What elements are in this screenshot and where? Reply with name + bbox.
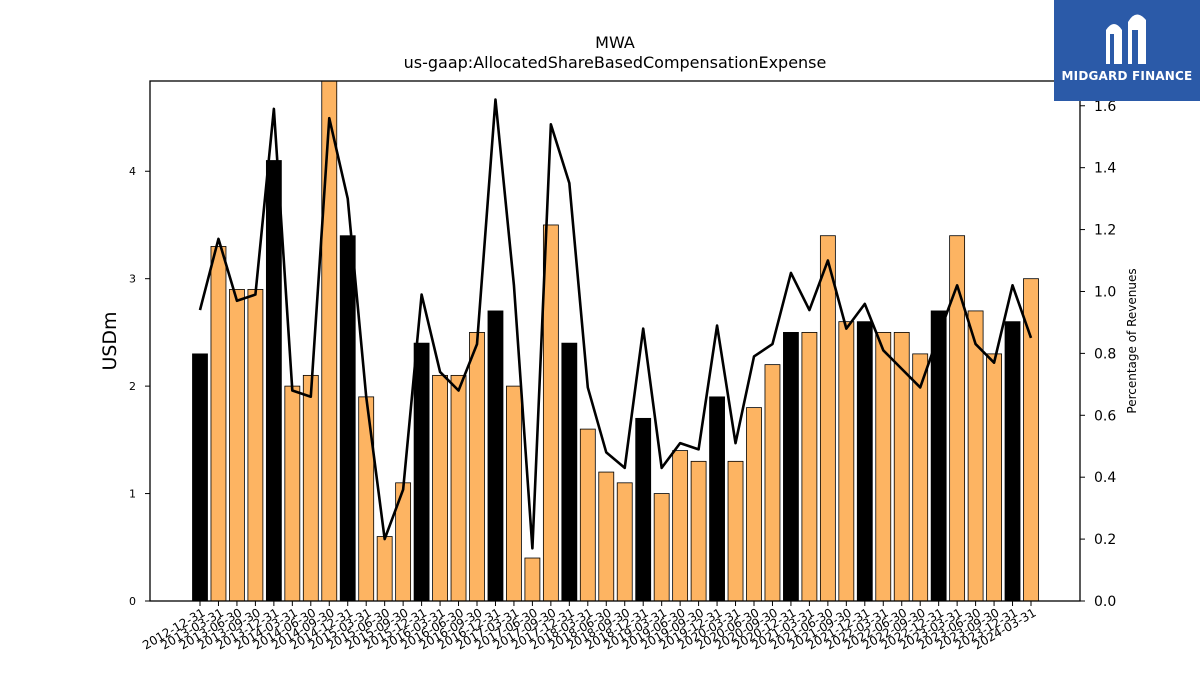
bar (856, 321, 873, 602)
bar (469, 331, 485, 602)
bar (875, 331, 892, 602)
bar (450, 374, 467, 602)
bar (376, 536, 393, 602)
bar (192, 353, 208, 602)
bar (561, 342, 578, 602)
bar (819, 235, 836, 602)
y-tick-label: 1 (129, 488, 136, 501)
y2-tick-label: 0.4 (1094, 470, 1116, 486)
bar (265, 160, 282, 602)
bar (838, 321, 855, 602)
bar (579, 428, 596, 602)
bar (967, 310, 984, 602)
bar (912, 353, 929, 602)
chart-title: MWA (595, 33, 635, 52)
bar (432, 374, 448, 602)
y-tick-label: 0 (129, 595, 136, 608)
bar (949, 235, 966, 602)
bar (524, 557, 541, 602)
y2-tick-label: 0.2 (1094, 532, 1116, 548)
y-tick-label: 4 (129, 165, 136, 178)
y2-tick-label: 1.2 (1094, 223, 1116, 239)
bar (930, 310, 947, 602)
y2-tick-label: 1.6 (1094, 99, 1116, 115)
bar (229, 289, 245, 602)
bar (727, 460, 744, 602)
logo-mark-icon (1106, 14, 1146, 64)
logo-text: MIDGARD FINANCE (1061, 69, 1193, 83)
bar (542, 224, 559, 602)
bar (653, 493, 670, 602)
bar (247, 289, 264, 602)
y2-tick-label: 0.6 (1094, 408, 1116, 424)
y-axis-label: USDm (99, 311, 121, 370)
bar (616, 482, 633, 602)
y-tick-label: 2 (129, 380, 136, 393)
bar (986, 353, 1002, 602)
bar (302, 374, 319, 602)
bar (801, 331, 818, 602)
y2-tick-label: 1.0 (1094, 284, 1116, 300)
series-line (198, 98, 1033, 550)
logo: MIDGARD FINANCE (1054, 0, 1200, 101)
bar (746, 407, 762, 602)
plot-frame (149, 80, 1081, 602)
bar (709, 396, 725, 602)
y2-tick-label: 1.4 (1094, 161, 1116, 177)
bar (635, 417, 652, 602)
bar (506, 385, 522, 602)
bar (672, 450, 689, 602)
bar (690, 460, 707, 602)
bar (413, 342, 430, 602)
chart-subtitle: us-gaap:AllocatedShareBasedCompensationE… (404, 53, 827, 72)
bar (210, 246, 227, 602)
bar (1004, 321, 1021, 602)
bar (487, 310, 504, 602)
y2-tick-label: 0.8 (1094, 346, 1116, 362)
bar (783, 331, 799, 602)
y2-tick-label: 0.0 (1094, 594, 1116, 610)
bar (598, 471, 615, 602)
bar (1023, 278, 1039, 602)
bar (321, 80, 338, 602)
bar (764, 364, 781, 602)
bar (339, 235, 356, 602)
y-tick-label: 3 (129, 273, 136, 286)
y2-axis-label: Percentage of Revenues (1125, 268, 1139, 413)
bar (284, 385, 301, 602)
